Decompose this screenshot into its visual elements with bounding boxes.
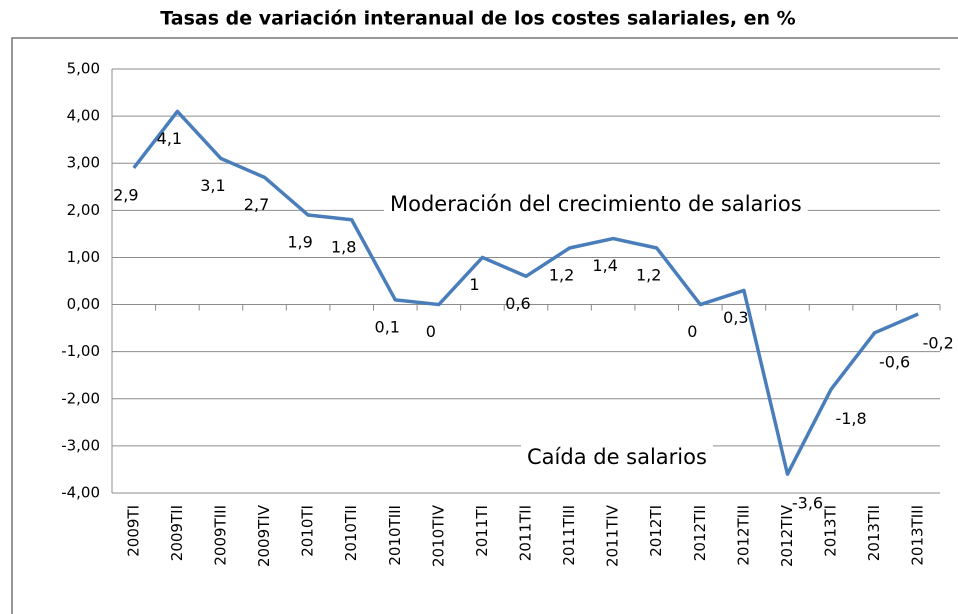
x-tick-label: 2010TIII	[386, 505, 404, 566]
y-tick-label: -4,00	[61, 484, 100, 502]
x-tick-label: 2011TI	[473, 505, 491, 557]
x-tick-label: 2012TII	[691, 505, 709, 561]
annotation-bg	[521, 443, 713, 471]
x-tick-label: 2009TI	[124, 505, 142, 557]
x-tick-label: 2012TIV	[778, 504, 796, 567]
x-tick-label: 2012TIII	[734, 505, 752, 566]
x-tick-label: 2013TI	[822, 505, 840, 557]
data-label: 4,1	[157, 129, 182, 148]
x-tick-label: 2009TIII	[211, 505, 229, 566]
data-label: 1,8	[331, 237, 356, 256]
data-label: -3,6	[792, 494, 823, 513]
data-label: 1,2	[549, 266, 574, 285]
data-label: 1,9	[287, 233, 312, 252]
y-tick-label: 3,00	[67, 154, 100, 172]
data-label: -0,2	[923, 333, 954, 352]
chart-title: Tasas de variación interanual de los cos…	[160, 8, 795, 30]
annotation: Caída de salarios	[527, 445, 707, 469]
x-tick-label: 2009TIV	[255, 504, 273, 567]
data-label: 2,7	[244, 195, 269, 214]
data-label: 0,3	[723, 308, 748, 327]
y-tick-label: -3,00	[61, 436, 100, 454]
y-tick-label: 2,00	[67, 201, 100, 219]
x-tick-label: 2011TIV	[604, 504, 622, 567]
x-tick-label: 2011TII	[517, 505, 535, 561]
line-series	[132, 109, 919, 476]
x-tick-label: 2009TII	[168, 505, 186, 561]
data-label: 1	[469, 275, 479, 294]
data-label: 0,6	[505, 294, 530, 313]
data-label: -0,6	[879, 352, 910, 371]
y-tick-label: 1,00	[67, 248, 100, 266]
data-label: 1,2	[636, 266, 661, 285]
x-tick-label: 2013TIII	[909, 505, 927, 566]
y-tick-label: 0,00	[67, 295, 100, 313]
y-tick-label: 5,00	[67, 60, 100, 78]
chart-frame	[11, 37, 958, 614]
annotation-bg	[384, 190, 808, 218]
x-tick-label: 2011TIII	[560, 505, 578, 566]
data-label: 0,1	[375, 317, 400, 336]
annotation: Moderación del crecimiento de salarios	[390, 192, 802, 216]
data-label: -1,8	[835, 409, 866, 428]
x-tick-label: 2010TI	[299, 505, 317, 557]
data-label: 1,4	[592, 256, 617, 275]
x-tick-label: 2010TII	[342, 505, 360, 561]
y-tick-label: -1,00	[61, 342, 100, 360]
x-tick-label: 2013TII	[865, 505, 883, 561]
data-label: 0	[426, 322, 436, 341]
data-label: 2,9	[113, 185, 138, 204]
x-tick-label: 2012TI	[647, 505, 665, 557]
data-label: 0	[687, 322, 697, 341]
data-label: 3,1	[200, 176, 225, 195]
y-tick-label: 4,00	[67, 107, 100, 125]
x-tick-label: 2010TIV	[429, 504, 447, 567]
y-tick-label: -2,00	[61, 389, 100, 407]
